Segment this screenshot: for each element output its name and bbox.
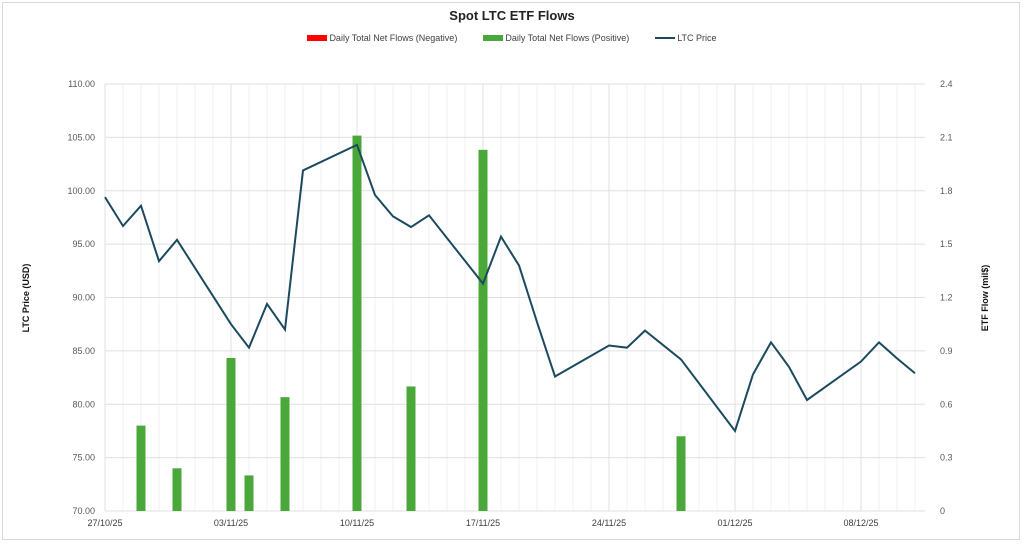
price-line <box>104 143 916 434</box>
flow-bar <box>136 425 146 511</box>
y-axis-right-ticks: 0 0.3 0.6 0.9 1.2 1.5 1.8 2.1 2.4 <box>940 79 953 516</box>
flow-bar <box>280 397 290 511</box>
y-axis-left-ticks: 70.00 75.00 80.00 85.00 90.00 95.00 100.00 105.… <box>67 79 95 516</box>
flow-bar <box>478 149 488 511</box>
legend-label: Daily Total Net Flows (Positive) <box>505 33 630 43</box>
flow-bar <box>226 357 236 511</box>
svg-text:100.00: 100.00 <box>67 186 95 196</box>
negative-swatch-icon <box>307 35 328 41</box>
svg-text:1.2: 1.2 <box>940 293 953 303</box>
flow-bar <box>172 468 182 511</box>
chart-title: Spot LTC ETF Flows <box>449 8 575 23</box>
flow-bars <box>136 135 686 512</box>
legend-item-price: LTC Price <box>655 33 717 43</box>
svg-text:2.1: 2.1 <box>940 132 953 142</box>
svg-text:01/12/25: 01/12/25 <box>717 518 752 528</box>
svg-text:85.00: 85.00 <box>72 346 95 356</box>
legend: Daily Total Net Flows (Negative) Daily T… <box>0 33 1024 43</box>
legend-label: Daily Total Net Flows (Negative) <box>329 33 458 43</box>
line-swatch-icon <box>655 37 676 39</box>
svg-text:24/11/25: 24/11/25 <box>592 518 626 528</box>
svg-text:0: 0 <box>940 506 945 516</box>
flow-bar <box>676 436 686 511</box>
svg-text:27/10/25: 27/10/25 <box>87 518 122 528</box>
svg-text:80.00: 80.00 <box>72 399 95 409</box>
svg-text:70.00: 70.00 <box>72 506 95 516</box>
svg-text:0.6: 0.6 <box>940 399 953 409</box>
svg-text:03/11/25: 03/11/25 <box>214 518 248 528</box>
flow-bar <box>352 135 362 512</box>
legend-label: LTC Price <box>677 33 717 43</box>
svg-text:105.00: 105.00 <box>67 132 95 142</box>
svg-text:1.8: 1.8 <box>940 186 953 196</box>
svg-text:10/11/25: 10/11/25 <box>340 518 374 528</box>
svg-text:75.00: 75.00 <box>72 453 95 463</box>
ltc-price-line <box>104 143 916 434</box>
svg-text:95.00: 95.00 <box>72 239 95 249</box>
svg-text:90.00: 90.00 <box>72 293 95 303</box>
svg-text:08/12/25: 08/12/25 <box>843 518 878 528</box>
positive-swatch-icon <box>483 35 504 41</box>
svg-text:17/11/25: 17/11/25 <box>466 518 500 528</box>
x-axis-ticks: 27/10/25 03/11/25 10/11/25 17/11/25 24/11/25… <box>87 518 878 528</box>
legend-item-negative: Daily Total Net Flows (Negative) <box>307 33 457 43</box>
flow-bar <box>406 386 416 511</box>
svg-text:1.5: 1.5 <box>940 239 953 249</box>
flow-bar <box>244 475 254 511</box>
svg-text:2.4: 2.4 <box>940 79 953 89</box>
svg-text:0.3: 0.3 <box>940 453 953 463</box>
svg-text:0.9: 0.9 <box>940 346 953 356</box>
legend-item-positive: Daily Total Net Flows (Positive) <box>483 33 629 43</box>
svg-text:110.00: 110.00 <box>68 79 95 89</box>
